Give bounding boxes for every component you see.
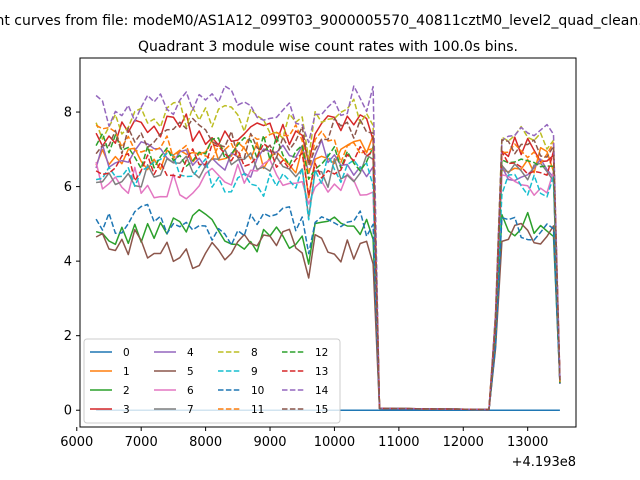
legend-label-0: 0	[123, 347, 130, 359]
y-tick-label: 6	[64, 180, 72, 195]
series-line-2	[95, 208, 561, 411]
figure-suptitle: Light curves from file: modeM0/AS1A12_09…	[0, 13, 640, 29]
legend-label-15: 15	[315, 404, 328, 416]
x-tick-label: 10000	[314, 435, 355, 450]
y-axis: 0 2 4 6 8	[64, 106, 80, 419]
series-layer	[95, 85, 561, 411]
series-line-13	[95, 143, 561, 411]
series-line-12	[95, 132, 561, 411]
x-tick-label: 7000	[125, 435, 158, 450]
x-tick-label: 9000	[253, 435, 286, 450]
y-tick-label: 8	[64, 106, 72, 121]
x-tick-label: 6000	[60, 435, 93, 450]
x-tick-label: 12000	[443, 435, 484, 450]
y-tick-label: 0	[64, 404, 72, 419]
legend-label-8: 8	[251, 347, 258, 359]
legend-label-13: 13	[315, 366, 328, 378]
x-tick-label: 11000	[378, 435, 419, 450]
y-tick-label: 4	[64, 255, 72, 270]
legend-label-4: 4	[187, 347, 194, 359]
series-line-14	[95, 85, 561, 411]
series-line-15	[95, 117, 561, 411]
y-tick-label: 2	[64, 329, 72, 344]
legend-label-1: 1	[123, 366, 130, 378]
x-axis: 6000 7000 8000 9000 10000 11000 12000 13000	[60, 427, 548, 450]
series-line-10	[95, 203, 561, 411]
x-offset-text: +4.193e8	[512, 455, 576, 470]
legend-label-7: 7	[187, 404, 194, 416]
legend-label-6: 6	[187, 385, 194, 397]
legend-label-9: 9	[251, 366, 258, 378]
legend-label-12: 12	[315, 347, 328, 359]
series-line-11	[95, 124, 561, 411]
legend-label-3: 3	[123, 404, 130, 416]
legend-label-2: 2	[123, 385, 130, 397]
legend-label-5: 5	[187, 366, 194, 378]
chart-title: Quadrant 3 module wise count rates with …	[138, 39, 518, 55]
legend-frame	[83, 338, 341, 424]
x-tick-label: 13000	[507, 435, 548, 450]
legend-label-14: 14	[315, 385, 329, 397]
series-line-5	[95, 222, 561, 411]
plot-area	[79, 57, 577, 428]
legend-label-11: 11	[251, 404, 264, 416]
legend-label-10: 10	[251, 385, 264, 397]
x-tick-label: 8000	[189, 435, 222, 450]
